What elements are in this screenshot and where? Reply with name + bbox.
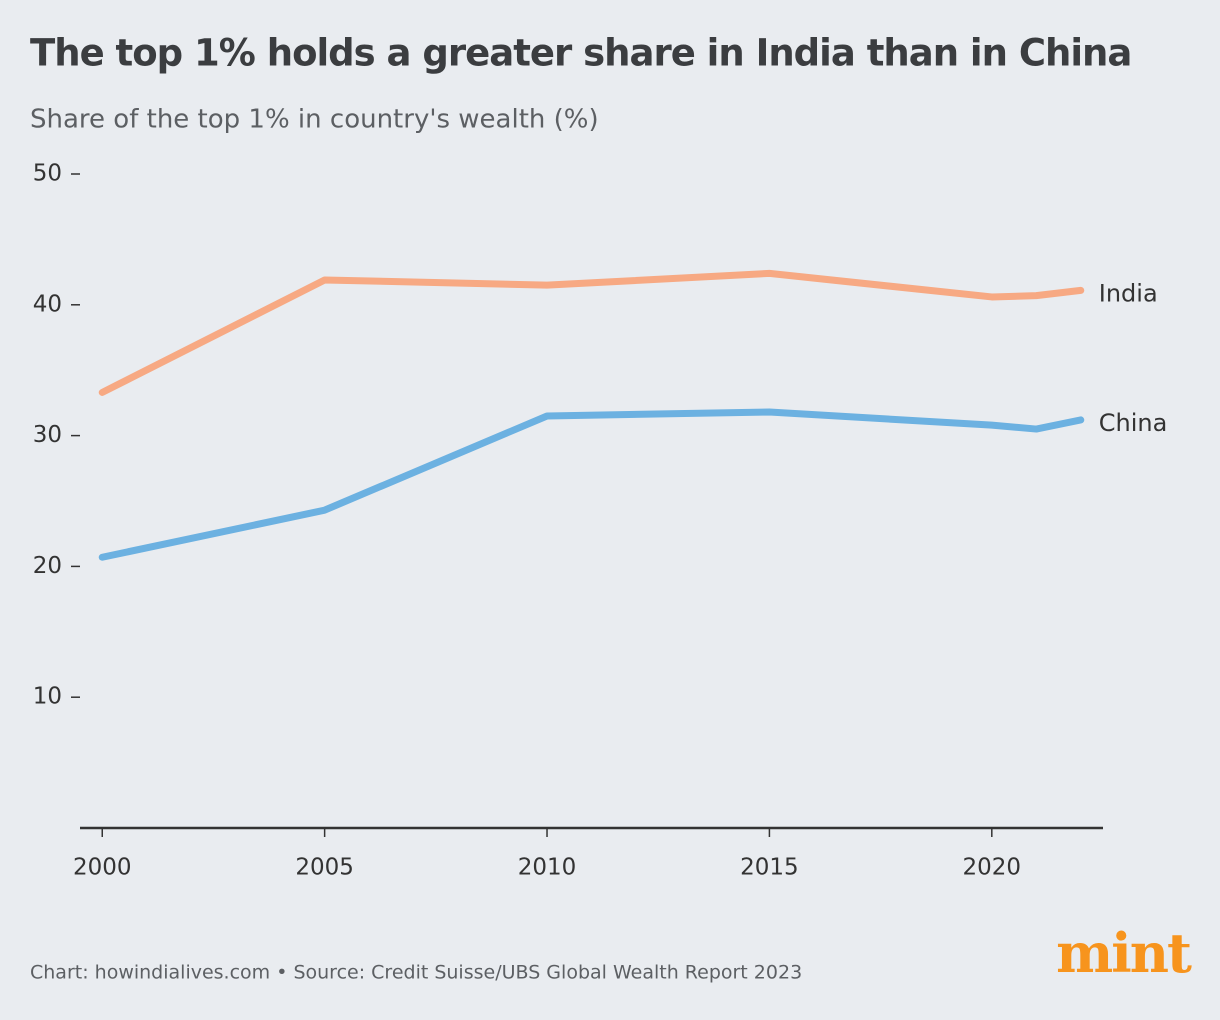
y-tick-label: 50: [33, 161, 62, 187]
x-tick-label: 2015: [740, 855, 799, 881]
source: Chart: howindialives.com • Source: Credi…: [30, 962, 802, 984]
chart-subtitle: Share of the top 1% in country's wealth …: [30, 105, 599, 135]
line: [98, 408, 1085, 561]
y-tick-label: 40: [33, 291, 62, 317]
line: [98, 269, 1085, 396]
series-label: China: [1099, 409, 1168, 437]
chart-title: The top 1% holds a greater share in Indi…: [30, 32, 1131, 75]
x-tick-label: 2020: [963, 855, 1022, 881]
logo: mint: [1056, 921, 1192, 985]
x-tick-label: 2010: [518, 855, 577, 881]
x-tick-label: 2005: [295, 855, 354, 881]
y-tick-label: 20: [33, 553, 62, 579]
y-tick-label: 10: [33, 684, 62, 710]
y-tick-label: 30: [33, 422, 62, 448]
series-label: India: [1099, 279, 1158, 307]
x-tick-label: 2000: [73, 855, 132, 881]
